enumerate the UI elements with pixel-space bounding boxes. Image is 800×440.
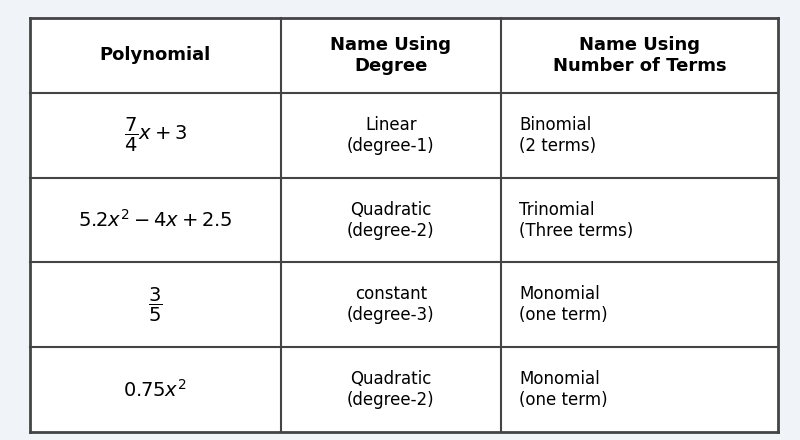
Text: constant
(degree-3): constant (degree-3) [347,286,434,324]
Text: $\dfrac{3}{5}$: $\dfrac{3}{5}$ [148,286,162,324]
Text: Binomial
(2 terms): Binomial (2 terms) [519,116,596,155]
Text: Quadratic
(degree-2): Quadratic (degree-2) [347,201,434,239]
Text: Quadratic
(degree-2): Quadratic (degree-2) [347,370,434,409]
Text: Name Using
Number of Terms: Name Using Number of Terms [553,36,726,75]
Text: Trinomial
(Three terms): Trinomial (Three terms) [519,201,634,239]
Text: $0.75x^2$: $0.75x^2$ [123,379,187,400]
Text: Name Using
Degree: Name Using Degree [330,36,451,75]
Text: Linear
(degree-1): Linear (degree-1) [347,116,434,155]
Text: Monomial
(one term): Monomial (one term) [519,370,608,409]
Text: $\dfrac{7}{4}x + 3$: $\dfrac{7}{4}x + 3$ [124,116,187,154]
Text: Polynomial: Polynomial [100,47,211,65]
Text: Monomial
(one term): Monomial (one term) [519,286,608,324]
Text: $5.2x^2 - 4x + 2.5$: $5.2x^2 - 4x + 2.5$ [78,209,233,231]
